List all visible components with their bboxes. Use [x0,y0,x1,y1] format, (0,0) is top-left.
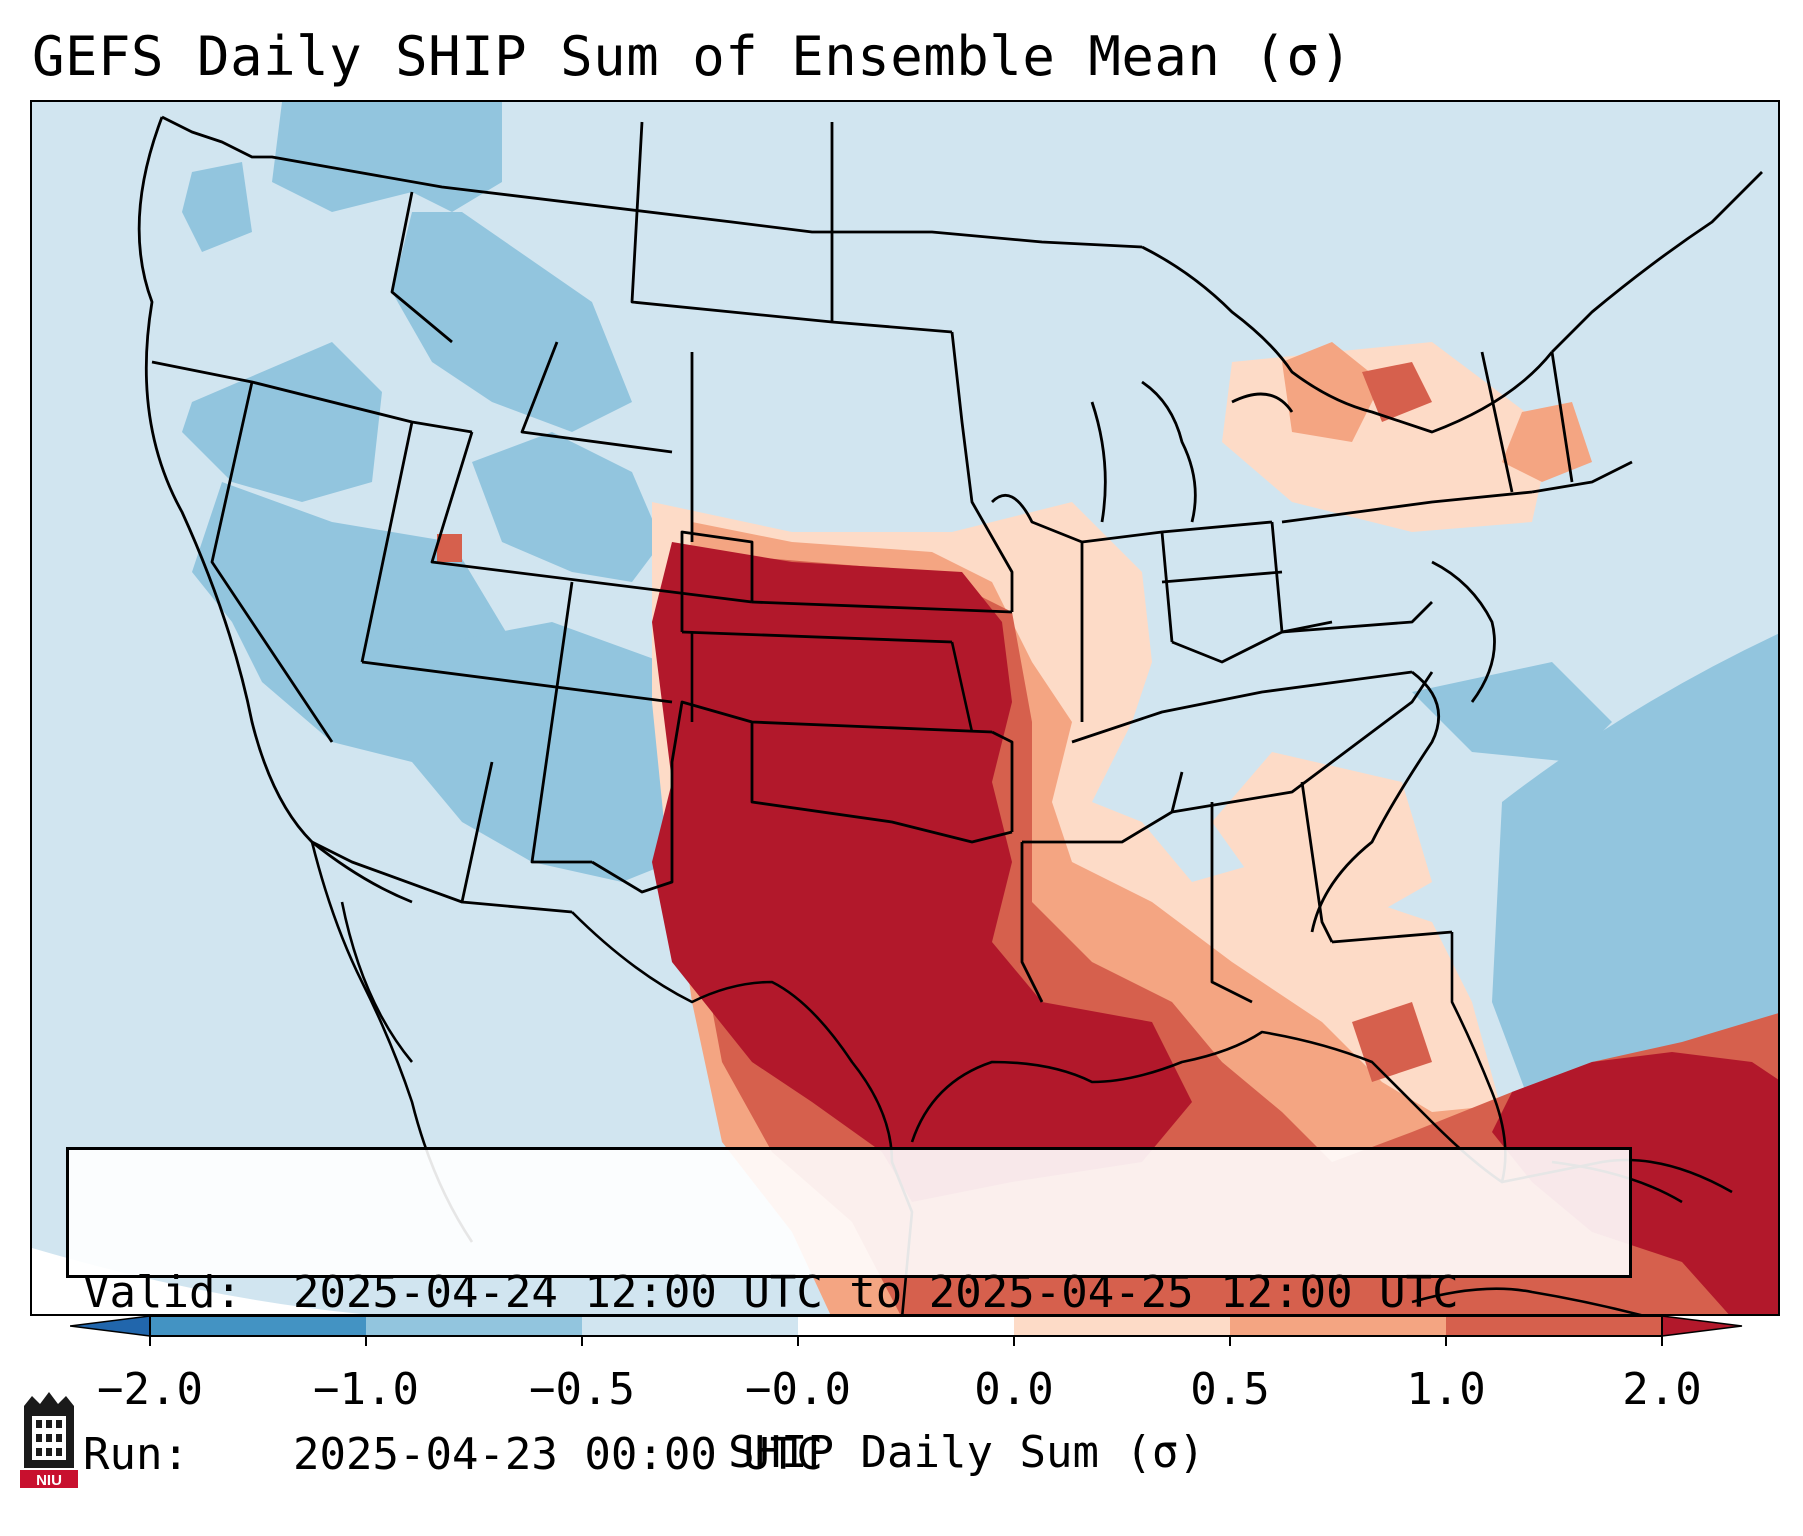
colorbar-bin-3 [582,1316,798,1336]
colorbar-title: SHIP Daily Sum (σ) [728,1427,1205,1478]
colorbar-tick-label: 0.5 [1190,1364,1270,1415]
colorbar-tick-label: −0.5 [529,1364,635,1415]
run-label: Run: [83,1429,189,1480]
colorbar [70,1316,1743,1346]
colorbar-bin-7 [1446,1316,1662,1336]
valid-label: Valid: [83,1267,242,1318]
niu-logo: NIU [20,1392,78,1489]
colorbar-tick-label: −1.0 [313,1364,419,1415]
colorbar-ticks [149,1336,1663,1346]
colorbar-under-arrow [70,1316,151,1337]
colorbar-tick-label: 1.0 [1406,1364,1486,1415]
map-panel [30,100,1780,1316]
colorbar-tick-label: −2.0 [97,1364,203,1415]
state-boundaries [137,115,1763,1004]
colorbar-bin-2 [366,1316,582,1336]
colorbar-bin-6 [1230,1316,1446,1336]
valid-run-info-box: Valid: 2025-04-24 12:00 UTC to 2025-04-25… [66,1147,1632,1480]
svg-text:NIU: NIU [36,1472,62,1489]
colorbar-tick-label: −0.0 [745,1364,851,1415]
negative-anomaly-regions [182,102,1778,1314]
colorbar-bin-5 [1014,1316,1230,1336]
ship-map [32,102,1778,1314]
colorbar-over-arrow [1661,1316,1743,1337]
colorbar-bin-4 [798,1316,1014,1336]
colorbar-bin-1 [150,1316,366,1336]
valid-value: 2025-04-24 12:00 UTC to 2025-04-25 12:00… [293,1267,1459,1318]
valid-line: Valid: 2025-04-24 12:00 UTC to 2025-04-25… [83,1266,1629,1320]
colorbar-tick-label: 0.0 [974,1364,1054,1415]
state-boundaries-interior [690,632,974,733]
colorbar-tick-label: 2.0 [1622,1364,1702,1415]
map-title: GEFS Daily SHIP Sum of Ensemble Mean (σ) [32,25,1353,88]
run-line: Run: 2025-04-23 00:00 UTC [83,1428,1629,1482]
run-value: 2025-04-23 00:00 UTC [293,1429,823,1480]
peak-positive-regions [652,542,1778,1314]
map-domain-edge-left [32,1248,362,1314]
